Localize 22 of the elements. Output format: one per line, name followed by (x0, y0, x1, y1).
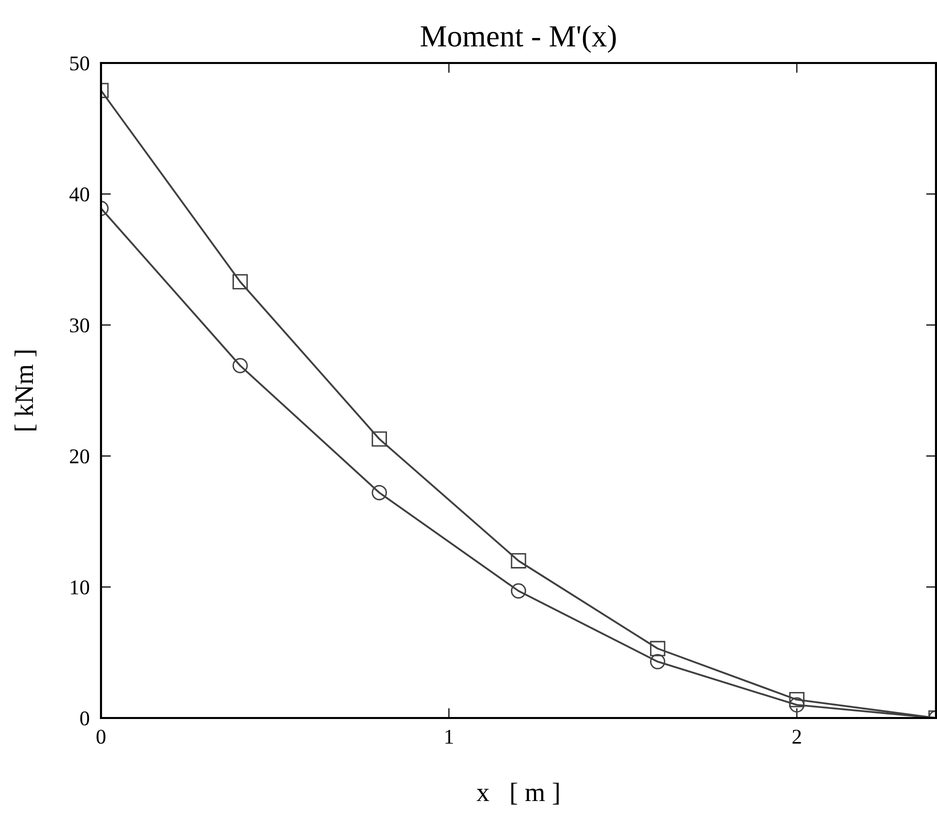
point (510, 553, 526, 568)
point (650, 640, 666, 656)
x-tick-label: 1 (446, 730, 453, 744)
y-tick-label: 20 (70, 449, 90, 464)
y-tick-label: 0 (80, 711, 90, 726)
point (232, 274, 248, 290)
y-tick-label: 40 (69, 187, 90, 202)
x-axis-title: x [ m ] (476, 782, 559, 805)
point (789, 692, 804, 708)
point (510, 583, 526, 599)
point (372, 485, 387, 500)
y-tick-label: 30 (70, 318, 90, 332)
point (650, 654, 666, 670)
x-tick-label: 2 (792, 730, 801, 744)
y-tick-label: 50 (70, 56, 90, 70)
chart-title: Moment - M'(x) (420, 25, 616, 53)
point (232, 358, 248, 374)
y-tick-label: 10 (70, 580, 90, 594)
point (372, 431, 387, 447)
x-tick-label: 0 (96, 730, 106, 744)
y-axis-title: [ kNm ] (14, 350, 36, 430)
point (789, 697, 804, 713)
